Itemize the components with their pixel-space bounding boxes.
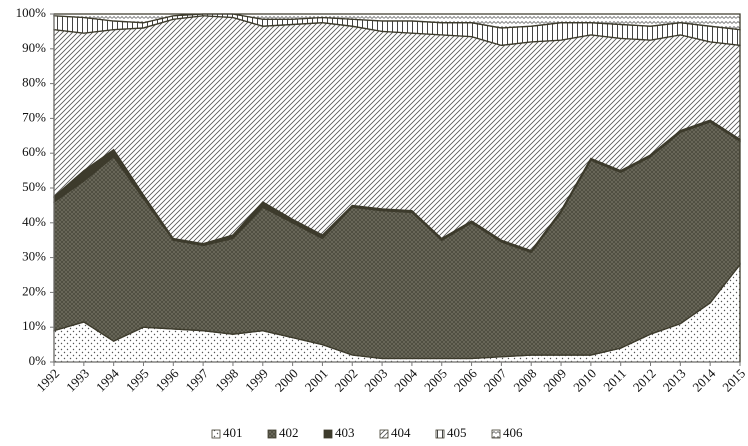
y-tick-label: 50% <box>22 179 46 194</box>
legend-swatch <box>267 429 277 439</box>
legend-swatch <box>379 429 389 439</box>
y-tick-label: 90% <box>22 40 46 55</box>
y-tick-label: 20% <box>22 283 46 298</box>
x-tick-label: 2005 <box>421 366 450 395</box>
legend-label: 404 <box>391 425 411 440</box>
x-tick-label: 2014 <box>689 365 718 394</box>
x-tick-label: 2003 <box>361 366 390 395</box>
y-tick-label: 100% <box>16 5 47 20</box>
x-tick-label: 2015 <box>719 366 748 395</box>
x-tick-label: 2004 <box>391 365 420 394</box>
x-tick-label: 1997 <box>182 365 211 394</box>
x-tick-label: 1994 <box>93 365 122 394</box>
x-tick-label: 2011 <box>600 366 629 395</box>
x-tick-label: 2002 <box>332 366 361 395</box>
legend-swatch <box>211 429 221 439</box>
x-tick-label: 2013 <box>660 366 689 395</box>
y-tick-label: 30% <box>22 249 46 264</box>
x-tick-label: 2012 <box>630 366 659 395</box>
y-tick-label: 40% <box>22 214 46 229</box>
x-tick-label: 2010 <box>570 366 599 395</box>
y-tick-label: 80% <box>22 75 46 90</box>
x-tick-label: 1993 <box>63 366 92 395</box>
legend-swatch <box>491 429 501 439</box>
x-tick-label: 2008 <box>510 366 539 395</box>
y-tick-label: 60% <box>22 144 46 159</box>
legend-label: 402 <box>279 425 299 440</box>
x-tick-label: 2006 <box>451 365 480 394</box>
area <box>53 13 741 31</box>
x-tick-label: 2009 <box>540 366 569 395</box>
x-tick-label: 1998 <box>212 366 241 395</box>
legend-swatch <box>435 429 445 439</box>
x-tick-label: 1996 <box>153 365 182 394</box>
x-tick-label: 1995 <box>123 366 152 395</box>
x-tick-label: 1999 <box>242 366 271 395</box>
x-tick-label: 1992 <box>33 366 62 395</box>
y-tick-label: 10% <box>22 318 46 333</box>
x-tick-label: 2007 <box>481 365 510 394</box>
x-tick-label: 2001 <box>302 366 331 395</box>
x-tick-label: 2000 <box>272 366 301 395</box>
legend-label: 406 <box>503 425 523 440</box>
y-tick-label: 70% <box>22 109 46 124</box>
legend-label: 401 <box>223 425 243 440</box>
legend-swatch <box>323 429 333 439</box>
legend-label: 405 <box>447 425 467 440</box>
y-tick-label: 0% <box>29 353 47 368</box>
legend-label: 403 <box>335 425 355 440</box>
